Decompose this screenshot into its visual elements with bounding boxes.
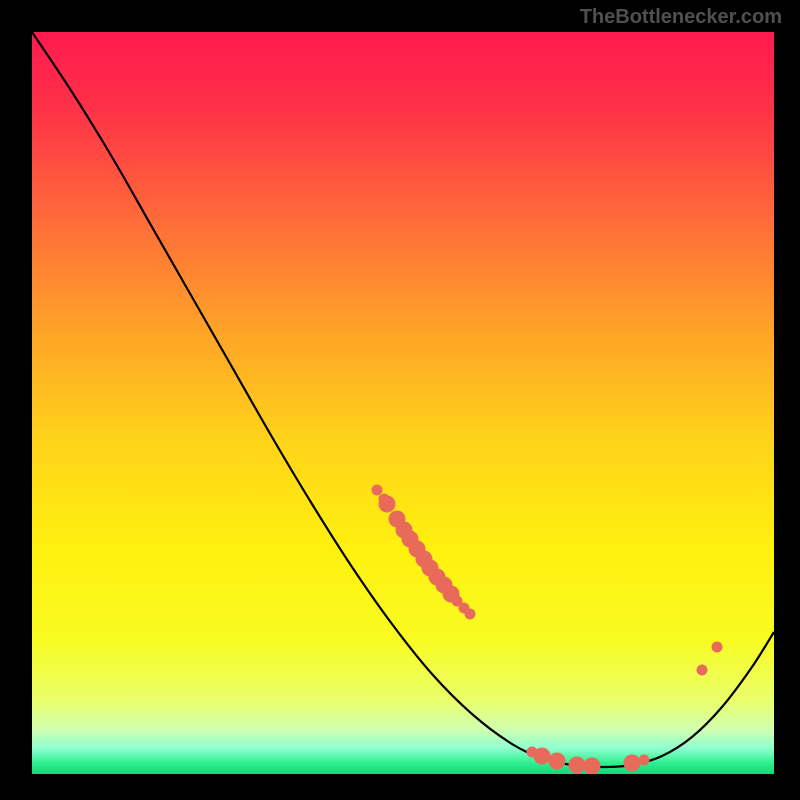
curve-layer (32, 32, 774, 774)
data-marker (569, 757, 586, 774)
data-marker (697, 665, 708, 676)
data-marker (624, 755, 641, 772)
data-marker (712, 642, 723, 653)
plot-area (32, 32, 774, 774)
data-marker (639, 755, 650, 766)
data-marker (534, 748, 551, 765)
data-markers (372, 485, 723, 775)
bottleneck-chart: TheBottlenecker.com (0, 0, 800, 800)
attribution-label: TheBottlenecker.com (580, 6, 782, 29)
data-marker (379, 496, 396, 513)
data-marker (584, 758, 601, 775)
bottleneck-curve (32, 32, 774, 767)
data-marker (549, 753, 566, 770)
data-marker (372, 485, 383, 496)
data-marker (465, 609, 476, 620)
